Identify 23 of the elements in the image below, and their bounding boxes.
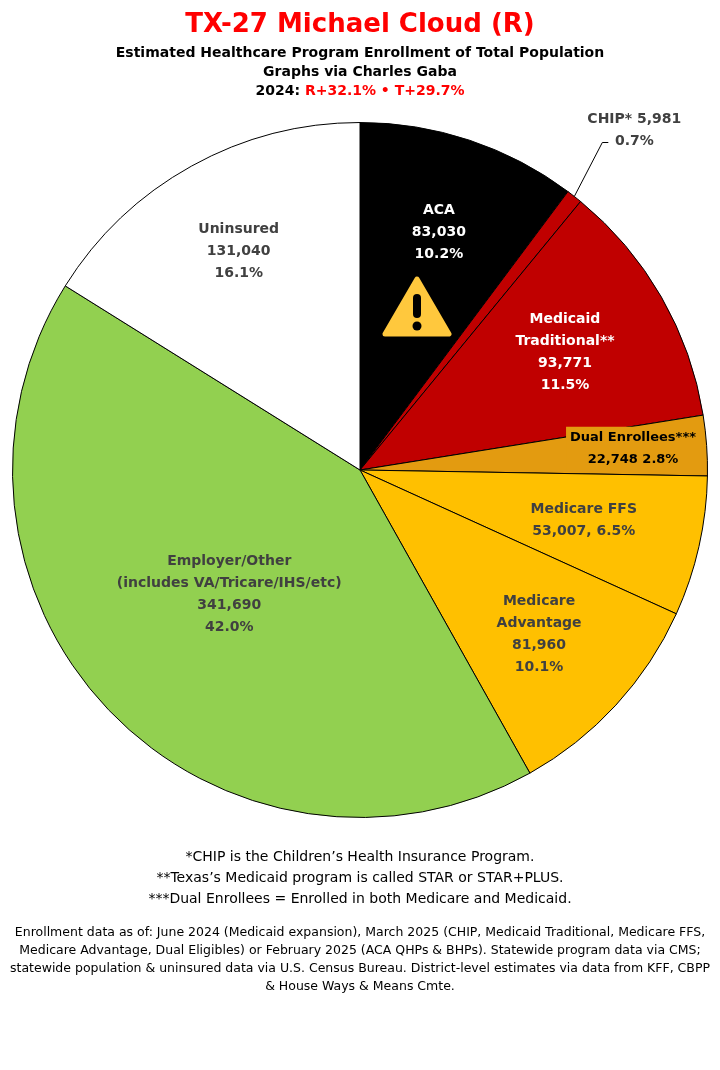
text: ***Dual Enrollees = Enrolled in both Medicare and Medicaid.	[147, 889, 573, 908]
slice-label: Medicaid Traditional**	[515, 310, 616, 349]
data-label: 93,771 11.5%	[537, 354, 592, 393]
text: **Texas’s Medicaid program is called STAR or STAR+PLUS.	[155, 868, 565, 887]
text: Enrollment data as of: June 2024 (Medicaid expansion), March 2025 (CHIP, Medicaid Traditional, Medicare FFS, Medicare Advantage, Dual Eligibles) or February 2025 (ACA QHPs & BHPs). Statewide program data via CMS; statewide population & uninsured data via U.S. Census Bureau. District-level estimates via data from KFF, CBPP & House Ways & Means Cmte.	[9, 923, 711, 995]
data-label: 83,030 10.2%	[411, 223, 467, 262]
data-label: 81,960 10.1%	[512, 636, 567, 675]
data-label: 22,748 2.8%	[587, 451, 679, 467]
slice-label: CHIP* 5,981 0.7%	[587, 110, 682, 149]
chart-title: TX-27 Michael Cloud (R)	[184, 8, 536, 38]
data-label: 131,040 16.1%	[206, 241, 271, 280]
data-label: 53,007, 6.5%	[532, 522, 636, 539]
slice-label: Uninsured	[198, 219, 280, 236]
data-label: 341,690 42.0%	[197, 596, 262, 635]
text: Graphs via Charles Gaba	[262, 63, 458, 79]
slice-label: Dual Enrollees***	[570, 429, 697, 445]
slice-label: Medicare Advantage	[496, 592, 582, 631]
chart-subtitle: Estimated Healthcare Program Enrollment of Total Population	[114, 44, 606, 60]
text: *CHIP is the Children’s Health Insurance Program.	[184, 847, 536, 866]
slice-label: ACA	[422, 201, 456, 218]
slice-label: Medicare FFS	[530, 500, 637, 517]
text: 2024: R+32.1% • T+29.7%	[255, 82, 465, 98]
slice-label: Employer/Other (includes VA/Tricare/IHS/etc)	[116, 552, 342, 591]
